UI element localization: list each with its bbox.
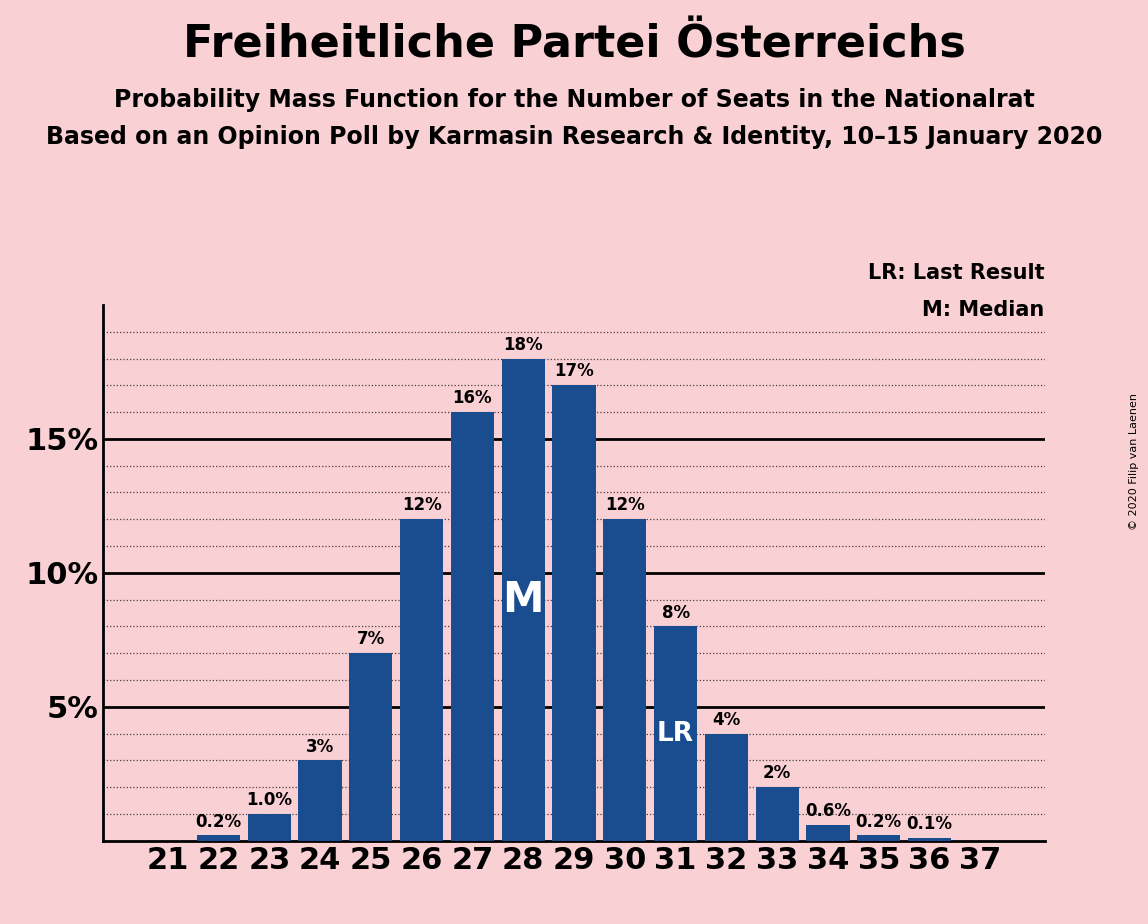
Bar <box>908 838 951 841</box>
Bar <box>349 653 393 841</box>
Text: 0.1%: 0.1% <box>907 815 953 833</box>
Bar <box>451 412 494 841</box>
Bar <box>197 835 240 841</box>
Bar <box>502 359 545 841</box>
Text: Based on an Opinion Poll by Karmasin Research & Identity, 10–15 January 2020: Based on an Opinion Poll by Karmasin Res… <box>46 125 1102 149</box>
Bar <box>552 385 596 841</box>
Text: LR: Last Result: LR: Last Result <box>868 263 1045 284</box>
Text: 8%: 8% <box>661 603 690 622</box>
Text: © 2020 Filip van Laenen: © 2020 Filip van Laenen <box>1130 394 1139 530</box>
Text: 4%: 4% <box>712 711 740 729</box>
Text: Freiheitliche Partei Österreichs: Freiheitliche Partei Österreichs <box>183 23 965 67</box>
Text: 0.2%: 0.2% <box>855 812 902 831</box>
Text: 18%: 18% <box>504 335 543 354</box>
Bar <box>400 519 443 841</box>
Text: M: M <box>503 578 544 621</box>
Bar <box>705 734 748 841</box>
Text: 3%: 3% <box>305 737 334 756</box>
Text: 12%: 12% <box>605 496 645 515</box>
Bar <box>806 825 850 841</box>
Text: LR: LR <box>657 721 695 747</box>
Text: 2%: 2% <box>763 764 791 783</box>
Text: 0.2%: 0.2% <box>195 812 241 831</box>
Text: M: Median: M: Median <box>923 300 1045 321</box>
Bar <box>858 835 900 841</box>
Text: 17%: 17% <box>554 362 594 381</box>
Bar <box>755 787 799 841</box>
Text: 16%: 16% <box>452 389 492 407</box>
Bar <box>248 814 290 841</box>
Bar <box>654 626 697 841</box>
Text: 0.6%: 0.6% <box>805 802 851 820</box>
Text: 12%: 12% <box>402 496 442 515</box>
Bar <box>298 760 342 841</box>
Text: 1.0%: 1.0% <box>247 791 293 809</box>
Text: 7%: 7% <box>357 630 385 649</box>
Text: Probability Mass Function for the Number of Seats in the Nationalrat: Probability Mass Function for the Number… <box>114 88 1034 112</box>
Bar <box>603 519 646 841</box>
